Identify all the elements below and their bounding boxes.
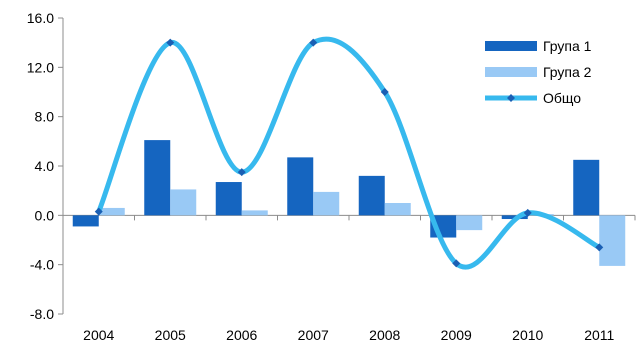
- line-point-2006: [237, 168, 246, 177]
- legend-swatch-1: [485, 41, 537, 51]
- chart-legend: Група 1 Група 2 Общо: [485, 38, 592, 106]
- x-tick-label: 2007: [298, 327, 329, 343]
- chart-line: [94, 36, 604, 270]
- y-tick-label: -4.0: [30, 257, 54, 273]
- bar-1-2007: [287, 157, 314, 216]
- y-tick-label: 0.0: [35, 207, 55, 223]
- line-point-2008: [380, 88, 389, 96]
- bar-2-2006: [241, 210, 268, 216]
- legend-label-3: Общо: [543, 90, 581, 106]
- bar-1-2005: [144, 140, 171, 216]
- x-tick-label: 2006: [226, 327, 257, 343]
- bar-1-2004: [72, 215, 99, 227]
- bar-2-2009: [456, 215, 483, 231]
- x-tick-label: 2004: [83, 327, 114, 343]
- bar-2-2004: [98, 207, 125, 216]
- y-tick-label: -8.0: [30, 306, 54, 322]
- y-tick-label: 16.0: [27, 10, 54, 26]
- line-point-2005: [166, 38, 175, 47]
- y-tick-label: 12.0: [27, 59, 54, 75]
- legend-label-1: Група 1: [543, 38, 592, 54]
- legend-label-2: Група 2: [543, 64, 592, 80]
- bar-2-2005: [170, 189, 197, 216]
- chart-bars: [72, 140, 626, 266]
- bar-2-2007: [313, 191, 340, 216]
- legend-marker: [507, 94, 515, 102]
- x-tick-label: 2010: [512, 327, 543, 343]
- y-tick-label: 8.0: [35, 109, 55, 125]
- x-tick-label: 2009: [441, 327, 472, 343]
- bar-1-2006: [215, 182, 242, 216]
- legend-swatch-2: [485, 67, 537, 77]
- x-tick-label: 2005: [155, 327, 186, 343]
- line-point-2004: [94, 207, 103, 216]
- x-tick-label: 2011: [584, 327, 614, 343]
- chart-axes: 16.0 12.0 8.0 4.0 0.0 -4.0 -8.0 2004 2005 2006 200…: [27, 10, 636, 343]
- line-point-2010: [523, 208, 532, 217]
- line-point-2007: [309, 38, 318, 47]
- line-point-2009: [452, 259, 461, 268]
- bar-1-2008: [358, 175, 385, 216]
- bar-1-2011: [573, 159, 600, 216]
- bar-2-2008: [384, 203, 411, 216]
- line-point-2011: [595, 243, 604, 252]
- y-tick-label: 4.0: [35, 158, 55, 174]
- x-tick-label: 2008: [369, 327, 400, 343]
- bar-2-2011: [599, 215, 626, 266]
